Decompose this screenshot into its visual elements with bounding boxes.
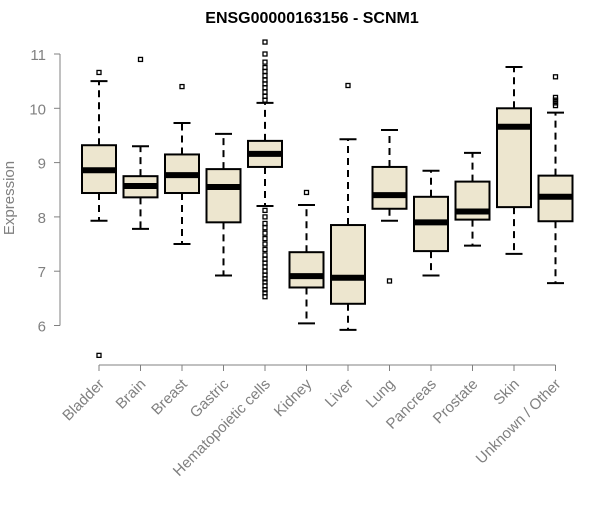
- outlier-point: [262, 85, 268, 91]
- y-tick-label: 9: [38, 156, 46, 173]
- box-iqr: [288, 251, 325, 289]
- outlier-point: [262, 241, 268, 247]
- box-group: [205, 132, 242, 277]
- outlier-point: [262, 59, 268, 65]
- outlier-point: [262, 214, 268, 220]
- box-group: [413, 169, 449, 277]
- box-group: [81, 69, 117, 359]
- outlier-point: [262, 39, 268, 45]
- outlier-point: [96, 352, 102, 359]
- outlier-point: [137, 56, 144, 63]
- y-tick-label: 11: [30, 47, 46, 64]
- y-axis: 6 7 8 9 10 11: [29, 47, 61, 336]
- y-tick-label: 10: [29, 101, 46, 118]
- box-group: [371, 129, 408, 284]
- outlier-point: [262, 225, 268, 231]
- box-group: [330, 82, 366, 331]
- x-tick-label: Skin: [490, 376, 523, 409]
- y-tick-label: 8: [38, 210, 46, 227]
- box-iqr: [330, 224, 366, 305]
- outlier-point: [262, 89, 268, 95]
- outlier-point: [386, 278, 393, 284]
- outlier-point: [262, 51, 268, 57]
- outlier-point: [552, 102, 559, 109]
- box-group: [164, 83, 200, 246]
- outlier-point: [552, 97, 559, 103]
- x-tick-label: Lung: [363, 376, 399, 412]
- x-tick-label: Kidney: [271, 375, 316, 420]
- x-tick-label: Liver: [322, 376, 357, 411]
- y-tick-label: 6: [38, 319, 46, 336]
- box-group: [247, 39, 283, 300]
- chart-title: ENSG00000163156 - SCNM1: [205, 10, 419, 27]
- outlier-point: [345, 82, 351, 89]
- outlier-point: [552, 94, 559, 101]
- box-iqr: [205, 168, 242, 224]
- box-series: [81, 39, 574, 359]
- y-axis-label: Expression: [1, 161, 18, 235]
- box-iqr: [371, 165, 408, 210]
- box-group: [122, 56, 159, 230]
- outlier-point: [552, 100, 559, 106]
- box-group: [537, 74, 574, 285]
- outlier-point: [262, 294, 268, 300]
- outlier-point: [262, 252, 268, 258]
- box-group: [454, 151, 491, 247]
- box-group: [496, 66, 532, 255]
- outlier-point: [96, 69, 102, 76]
- outlier-point: [262, 73, 268, 79]
- outlier-point: [303, 189, 310, 196]
- x-tick-label: Bladder: [59, 376, 108, 425]
- x-tick-label: Brain: [113, 376, 150, 413]
- outlier-point: [262, 207, 268, 214]
- outlier-point: [262, 276, 268, 282]
- box-group: [288, 189, 325, 325]
- outlier-point: [262, 287, 268, 293]
- outlier-point: [262, 230, 268, 236]
- outlier-point: [262, 220, 268, 227]
- outlier-point: [552, 74, 559, 80]
- outlier-point: [262, 235, 268, 242]
- outlier-point: [179, 83, 185, 90]
- x-tick-label: Breast: [148, 375, 191, 418]
- box-iqr: [496, 107, 532, 209]
- y-tick-label: 7: [38, 264, 46, 281]
- outlier-point: [262, 68, 268, 75]
- outlier-point: [262, 264, 268, 270]
- x-tick-label: Prostate: [430, 376, 482, 428]
- outlier-point: [262, 246, 268, 253]
- outlier-point: [262, 97, 268, 103]
